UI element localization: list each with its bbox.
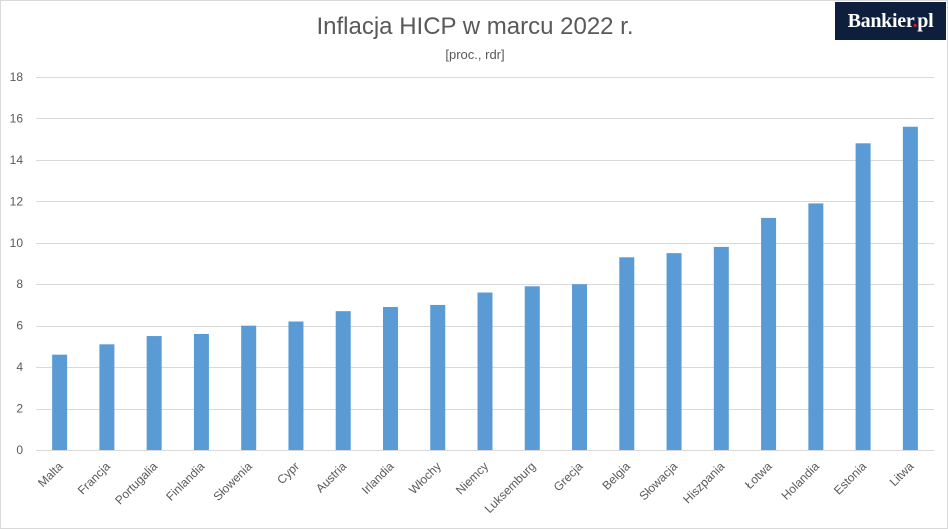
x-tick-label: Grecja (551, 459, 586, 494)
x-tick-label: Estonia (831, 459, 869, 497)
x-tick-label: Holandia (779, 459, 823, 503)
bar-16 (808, 203, 824, 450)
bankier-logo: Bankier.pl (835, 2, 946, 40)
x-tick-label: Łotwa (742, 459, 775, 492)
x-tick-label: Malta (35, 459, 66, 490)
bar-18 (902, 126, 918, 450)
bar-3 (193, 333, 209, 450)
bar-5 (288, 321, 304, 450)
y-axis-ticks: 0 2 4 6 8 10 12 14 16 18 (10, 70, 24, 457)
bar-17 (855, 143, 871, 451)
x-tick-label: Irlandia (359, 459, 397, 497)
chart-subtitle: [proc., rdr] (445, 47, 505, 62)
bar-1 (99, 344, 115, 450)
brand-dot: . (912, 10, 918, 32)
x-tick-label: Finlandia (163, 459, 208, 504)
bar-7 (382, 307, 398, 450)
bar-2 (146, 336, 162, 450)
bar-14 (713, 246, 729, 450)
brand-tld: pl (917, 10, 934, 32)
x-tick-label: Luksemburg (482, 459, 539, 516)
bar-11 (572, 284, 588, 450)
x-tick-label: Hiszpania (680, 459, 727, 506)
x-tick-label: Włochy (406, 459, 444, 497)
y-tick-label: 10 (10, 236, 24, 250)
y-tick-label: 16 (10, 111, 24, 125)
y-tick-label: 8 (16, 277, 23, 291)
x-tick-label: Słowacja (636, 459, 680, 503)
x-tick-label: Słowenia (210, 459, 255, 504)
bar-15 (761, 217, 777, 450)
bars (52, 126, 918, 451)
bar-8 (430, 304, 446, 450)
y-tick-label: 12 (10, 194, 24, 208)
x-tick-label: Cypr (274, 459, 302, 487)
bar-10 (524, 286, 540, 450)
x-tick-label: Niemcy (453, 459, 491, 497)
x-tick-label: Portugalia (112, 459, 160, 507)
chart-title: Inflacja HICP w marcu 2022 r. (316, 13, 634, 40)
bar-9 (477, 292, 493, 450)
y-tick-label: 14 (10, 153, 24, 167)
y-tick-label: 0 (16, 443, 23, 457)
x-axis-ticks: Malta Francja Portugalia Finlandia Słowenia C… (35, 459, 917, 516)
y-tick-label: 6 (16, 319, 23, 333)
x-tick-label: Belgia (599, 459, 633, 493)
x-tick-label: Austria (313, 459, 350, 496)
y-tick-label: 4 (16, 360, 23, 374)
brand-name: Bankier (847, 10, 913, 32)
x-tick-label: Litwa (887, 459, 917, 489)
bar-13 (666, 253, 682, 450)
x-tick-label: Francja (75, 459, 113, 497)
bar-6 (335, 311, 351, 450)
bar-4 (241, 325, 257, 450)
bar-0 (52, 354, 68, 450)
bar-12 (619, 257, 635, 450)
y-tick-label: 2 (16, 402, 23, 416)
y-tick-label: 18 (10, 70, 24, 84)
